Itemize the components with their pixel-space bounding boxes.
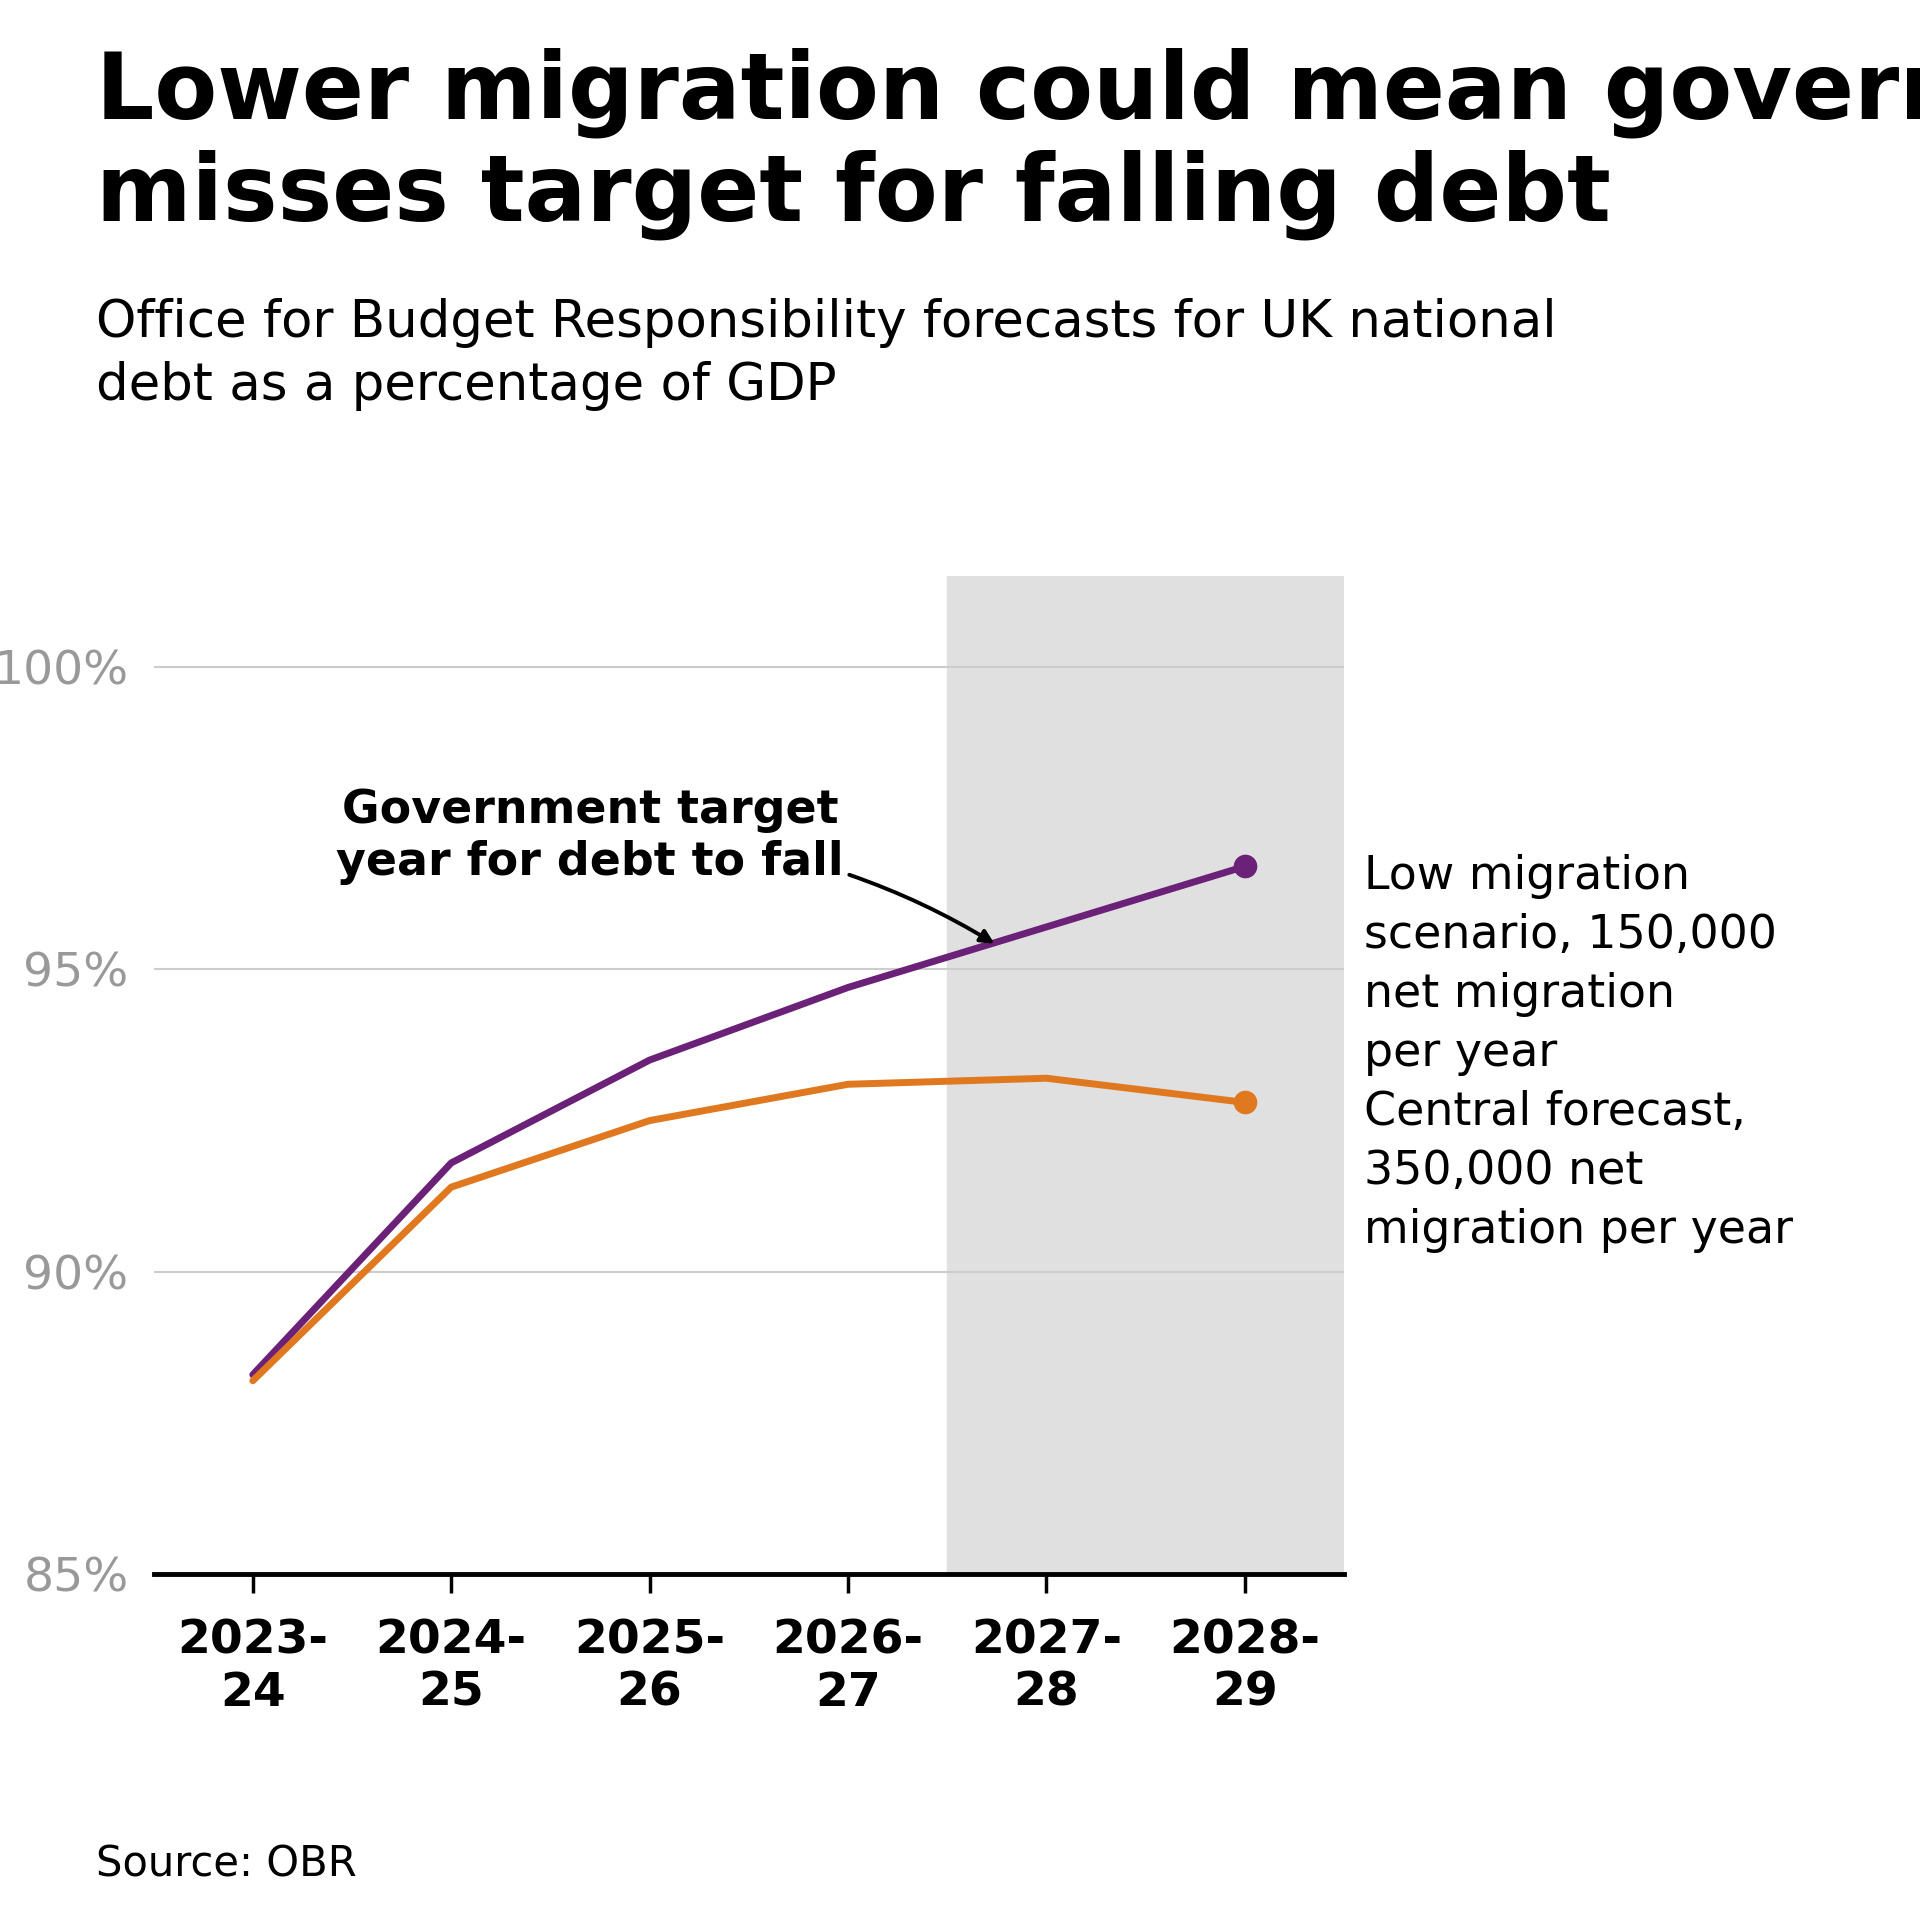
Text: Office for Budget Responsibility forecasts for UK national
debt as a percentage : Office for Budget Responsibility forecas… xyxy=(96,298,1557,411)
Bar xyxy=(947,576,1344,1574)
Text: BBC: BBC xyxy=(1722,1836,1830,1880)
Text: Central forecast,
350,000 net
migration per year: Central forecast, 350,000 net migration … xyxy=(1363,1091,1793,1254)
Text: Low migration
scenario, 150,000
net migration
per year: Low migration scenario, 150,000 net migr… xyxy=(1363,854,1776,1077)
Text: Source: OBR: Source: OBR xyxy=(96,1843,357,1885)
Text: Government target
year for debt to fall: Government target year for debt to fall xyxy=(336,787,991,941)
Text: Lower migration could mean government
misses target for falling debt: Lower migration could mean government mi… xyxy=(96,48,1920,240)
